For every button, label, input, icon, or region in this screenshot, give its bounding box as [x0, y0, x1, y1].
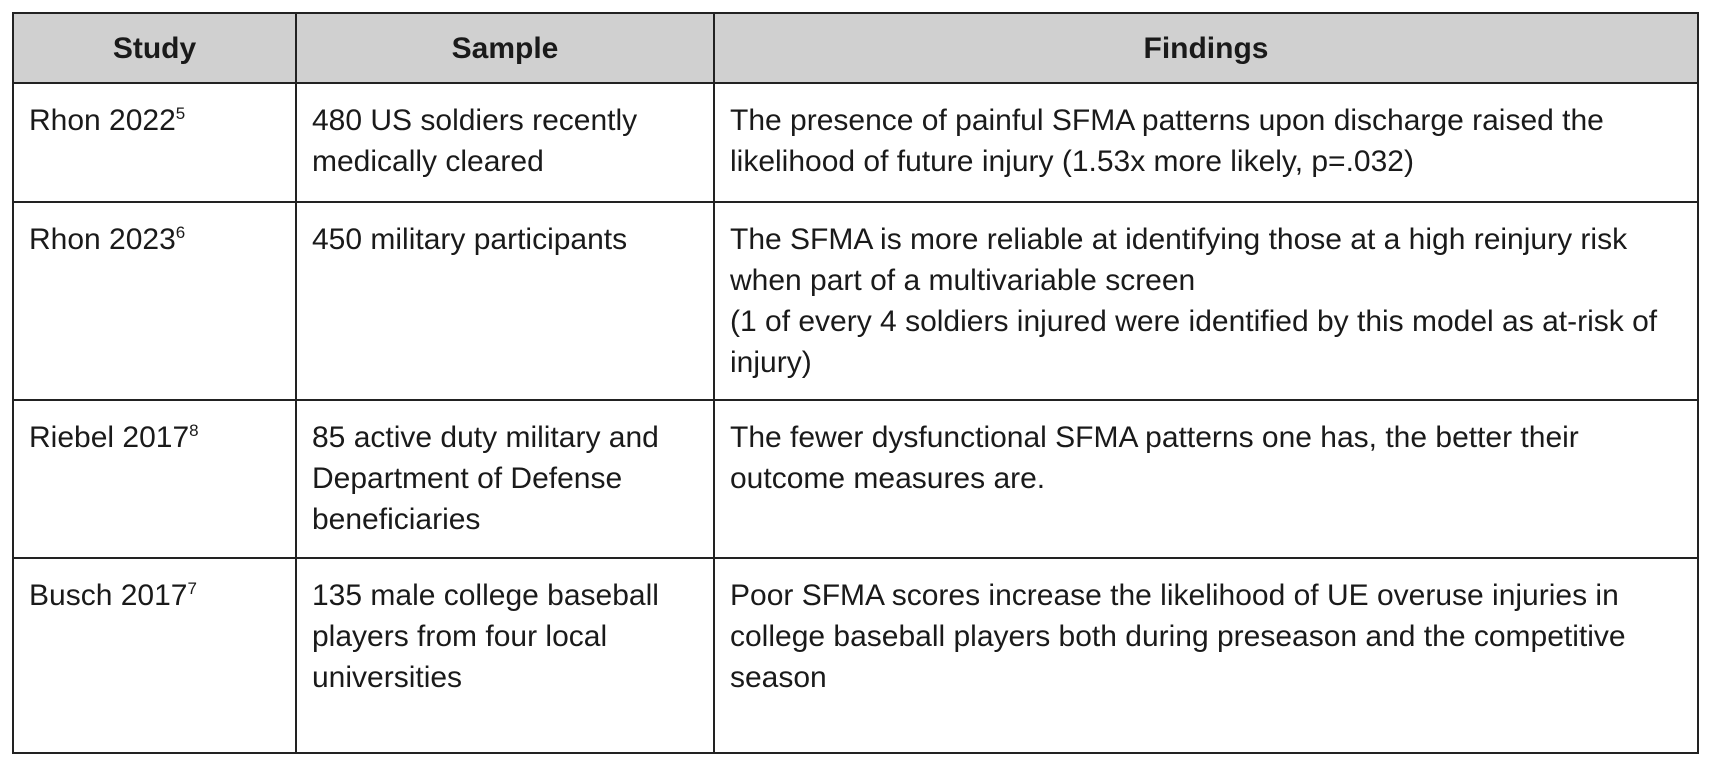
study-name: Rhon 2022 [29, 104, 176, 137]
header-cell: Study [12, 12, 297, 84]
sample-cell: 450 military participants [295, 201, 715, 401]
study-name: Rhon 2023 [29, 223, 176, 256]
header-row: Study Sample Findings [12, 12, 1699, 84]
findings-cell: The SFMA is more reliable at identifying… [713, 201, 1699, 401]
reference: 5 [175, 104, 186, 123]
table-row: Riebel 20178 85 active duty military and … [12, 399, 1699, 559]
studies-table: Study Sample Findings Rhon 20225 480 US sol… [12, 12, 1699, 754]
header-cell: Sample [295, 12, 715, 84]
table-row: Rhon 20225 480 US soldiers recently medic… [12, 82, 1699, 203]
findings-cell: The fewer dysfunctional SFMA patterns on… [713, 399, 1699, 559]
sample-cell: 480 US soldiers recently medically clear… [295, 82, 715, 203]
study-cell: Riebel 20178 [12, 399, 297, 559]
table-row: Rhon 20236 450 military participants The S… [12, 201, 1699, 401]
sample-cell: 85 active duty military and Department o… [295, 399, 715, 559]
findings-cell: The presence of painful SFMA patterns up… [713, 82, 1699, 203]
study-cell: Rhon 20236 [12, 201, 297, 401]
study-name: Busch 2017 [29, 579, 188, 612]
header-cell: Findings [713, 12, 1699, 84]
study-cell: Busch 20177 [12, 557, 297, 754]
study-name: Riebel 2017 [29, 421, 190, 454]
study-cell: Rhon 20225 [12, 82, 297, 203]
reference: 6 [175, 223, 186, 242]
table-row: Busch 20177 135 male college baseball pla… [12, 557, 1699, 754]
reference: 7 [187, 579, 197, 598]
findings-cell: Poor SFMA scores increase the likelihood… [713, 557, 1699, 754]
sample-cell: 135 male college baseball players from f… [295, 557, 715, 754]
reference: 8 [189, 421, 199, 440]
